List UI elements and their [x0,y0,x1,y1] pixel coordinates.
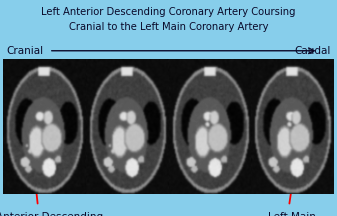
Text: Left Main: Left Main [268,212,316,216]
Text: Cranial to the Left Main Coronary Artery: Cranial to the Left Main Coronary Artery [69,22,268,32]
Text: Cranial: Cranial [7,46,44,56]
Text: Left Anterior Descending: Left Anterior Descending [0,212,103,216]
Text: Left Anterior Descending Coronary Artery Coursing: Left Anterior Descending Coronary Artery… [41,7,296,17]
Text: Caudal: Caudal [294,46,330,56]
